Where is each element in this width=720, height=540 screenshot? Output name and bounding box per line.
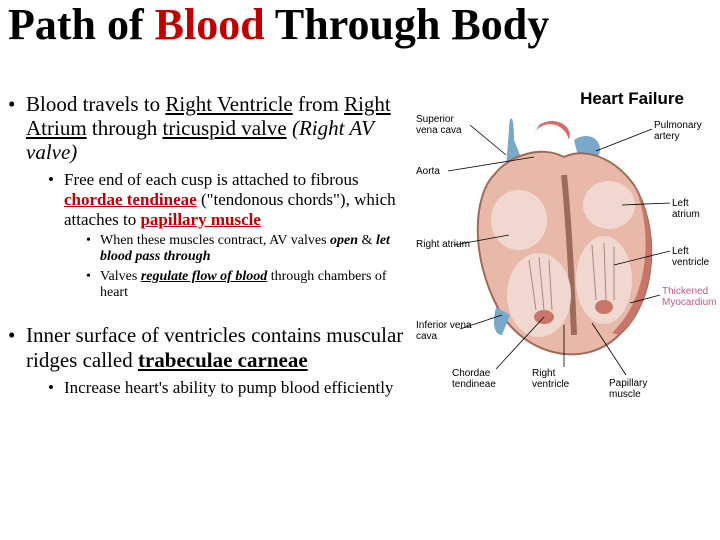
b2-pre: Inner surface of [26, 323, 164, 347]
pap-muscle-l [595, 300, 613, 314]
figure-label: Superior vena cava [416, 115, 476, 136]
title-part-1: Path of [8, 0, 155, 49]
b1s1a-mid: & [358, 233, 376, 248]
b1-right-ventricle: Right Ventricle [165, 92, 292, 116]
b1s1-chordae: chordae tendineae [64, 190, 197, 209]
figure-title: Heart Failure [580, 89, 684, 109]
b1s1a: When these muscles contract, AV valves o… [86, 233, 418, 265]
figure-label: Pulmonary artery [654, 121, 714, 142]
b1-pre: Blood travels to [26, 92, 165, 116]
b2-sub: Increase heart's ability to pump blood e… [48, 378, 418, 398]
figure-label: Left atrium [672, 199, 714, 220]
b1s1b: Valves regulate flow of blood through ch… [86, 269, 418, 301]
b1s1b-regulate: regulate flow of blood [141, 269, 267, 284]
b1-tricuspid: tricuspid valve [163, 116, 287, 140]
b2s1-text: Increase heart's ability to pump blood e… [64, 378, 393, 397]
b1-sub: Free end of each cusp is attached to fib… [48, 170, 418, 301]
b2-ventricles: ventricles [164, 323, 246, 347]
b1s1-papillary: papillary muscle [140, 210, 260, 229]
b1s1a-open: open [330, 233, 358, 248]
figure-label: Thickened Myocardium [662, 287, 716, 308]
b1s1a-pre: When these muscles contract, AV valves [100, 233, 330, 248]
figure-label: Right atrium [416, 240, 470, 251]
figure-label: Right ventricle [532, 369, 592, 390]
b1s1-sub: When these muscles contract, AV valves o… [86, 233, 418, 301]
content-block: Blood travels to Right Ventricle from Ri… [8, 92, 418, 409]
figure-label: Chordae tendineae [452, 369, 512, 390]
b1s1b-pre: Valves [100, 269, 141, 284]
figure-label: Inferior vena cava [416, 321, 476, 342]
b2s1: Increase heart's ability to pump blood e… [48, 378, 418, 398]
figure-label: Papillary muscle [609, 379, 669, 400]
bullet-1: Blood travels to Right Ventricle from Ri… [8, 92, 418, 301]
right-atrium-shape [491, 190, 547, 250]
right-ventricle-shape [507, 253, 571, 337]
b1s1: Free end of each cusp is attached to fib… [48, 170, 418, 301]
title-part-2: Blood [155, 0, 265, 49]
aorta-shape [534, 121, 570, 140]
b1-mid1: from [293, 92, 344, 116]
b1s1-pre: Free end of each cusp is attached to fib… [64, 170, 359, 189]
figure-label: Left ventricle [672, 247, 714, 268]
heart-figure: Heart Failure [414, 85, 714, 405]
b1-mid2: through [87, 116, 163, 140]
slide-title: Path of Blood Through Body [8, 2, 712, 48]
title-part-3: Through Body [265, 0, 550, 49]
b2-trabeculae: trabeculae carneae [138, 348, 308, 372]
bullet-list: Blood travels to Right Ventricle from Ri… [8, 92, 418, 397]
slide: Path of Blood Through Body Blood travels… [0, 0, 720, 540]
bullet-2: Inner surface of ventricles contains mus… [8, 323, 418, 397]
figure-label: Aorta [416, 167, 440, 178]
